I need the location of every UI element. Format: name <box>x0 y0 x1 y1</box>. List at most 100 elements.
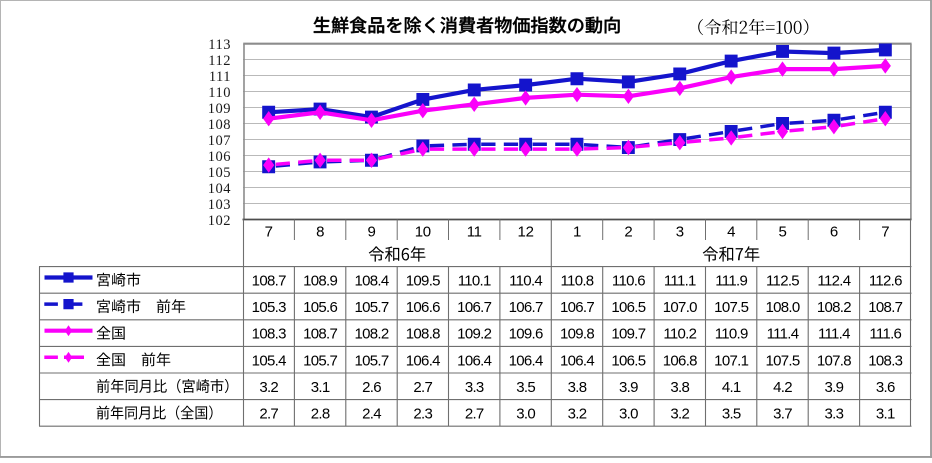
svg-text:107.1: 107.1 <box>714 352 748 369</box>
svg-text:105.7: 105.7 <box>303 352 337 369</box>
svg-text:108.0: 108.0 <box>765 299 799 316</box>
svg-text:2.6: 2.6 <box>362 379 381 396</box>
svg-text:107.5: 107.5 <box>765 352 799 369</box>
svg-text:3.5: 3.5 <box>516 379 535 396</box>
svg-text:110.2: 110.2 <box>663 326 696 343</box>
svg-text:110.9: 110.9 <box>715 326 748 343</box>
svg-text:2.8: 2.8 <box>311 406 330 423</box>
svg-text:113: 113 <box>208 37 231 53</box>
svg-text:108.9: 108.9 <box>303 273 337 290</box>
svg-text:105.7: 105.7 <box>354 352 388 369</box>
svg-text:102: 102 <box>208 213 231 229</box>
svg-text:110.8: 110.8 <box>561 273 594 290</box>
svg-text:106.6: 106.6 <box>406 299 440 316</box>
svg-text:108.7: 108.7 <box>868 299 902 316</box>
svg-text:105: 105 <box>208 165 231 181</box>
svg-text:2.7: 2.7 <box>465 406 484 423</box>
svg-text:109.7: 109.7 <box>611 326 645 343</box>
svg-text:112: 112 <box>208 53 231 69</box>
svg-text:106.7: 106.7 <box>560 299 594 316</box>
svg-text:110.6: 110.6 <box>612 273 645 290</box>
svg-text:112.6: 112.6 <box>869 273 902 290</box>
svg-text:2.3: 2.3 <box>413 406 432 423</box>
svg-text:105.7: 105.7 <box>354 299 388 316</box>
svg-text:107.5: 107.5 <box>714 299 748 316</box>
svg-text:106.4: 106.4 <box>406 352 440 369</box>
svg-text:3.0: 3.0 <box>516 406 535 423</box>
svg-text:2.4: 2.4 <box>362 406 381 423</box>
svg-text:109.5: 109.5 <box>406 273 440 290</box>
svg-text:106.5: 106.5 <box>611 352 645 369</box>
svg-text:107.8: 107.8 <box>817 352 851 369</box>
svg-text:105.4: 105.4 <box>252 352 286 369</box>
svg-text:103: 103 <box>208 197 231 213</box>
svg-text:4: 4 <box>727 223 735 240</box>
svg-text:110.1: 110.1 <box>458 273 491 290</box>
svg-text:3: 3 <box>676 223 684 240</box>
svg-text:111.4: 111.4 <box>818 326 850 343</box>
svg-text:108: 108 <box>208 117 231 133</box>
svg-text:11: 11 <box>467 223 482 240</box>
svg-text:4.1: 4.1 <box>722 379 741 396</box>
svg-text:105.3: 105.3 <box>252 299 286 316</box>
svg-text:7: 7 <box>265 223 273 240</box>
svg-text:109.2: 109.2 <box>457 326 491 343</box>
svg-text:112.4: 112.4 <box>817 273 850 290</box>
svg-text:8: 8 <box>316 223 324 240</box>
svg-text:3.9: 3.9 <box>619 379 638 396</box>
svg-text:110: 110 <box>208 85 231 101</box>
svg-text:3.1: 3.1 <box>311 379 330 396</box>
svg-text:108.7: 108.7 <box>303 326 337 343</box>
svg-text:5: 5 <box>778 223 786 240</box>
svg-text:109: 109 <box>208 101 231 117</box>
svg-text:111: 111 <box>209 69 231 85</box>
svg-text:111.1: 111.1 <box>664 273 696 290</box>
svg-text:111.4: 111.4 <box>767 326 799 343</box>
svg-text:111.6: 111.6 <box>869 326 901 343</box>
svg-text:3.3: 3.3 <box>825 406 844 423</box>
svg-text:106.4: 106.4 <box>560 352 594 369</box>
svg-text:3.0: 3.0 <box>619 406 638 423</box>
svg-text:3.3: 3.3 <box>465 379 484 396</box>
svg-text:108.4: 108.4 <box>354 273 388 290</box>
svg-text:106.4: 106.4 <box>509 352 543 369</box>
svg-text:2.7: 2.7 <box>259 406 278 423</box>
svg-text:108.3: 108.3 <box>868 352 902 369</box>
svg-text:108.8: 108.8 <box>406 326 440 343</box>
svg-text:105.6: 105.6 <box>303 299 337 316</box>
svg-text:104: 104 <box>208 181 232 197</box>
svg-text:3.1: 3.1 <box>876 406 895 423</box>
svg-text:12: 12 <box>518 223 534 240</box>
svg-text:6: 6 <box>830 223 838 240</box>
svg-text:106.4: 106.4 <box>457 352 491 369</box>
svg-text:2: 2 <box>624 223 632 240</box>
svg-text:109.8: 109.8 <box>560 326 594 343</box>
svg-text:109.6: 109.6 <box>509 326 543 343</box>
svg-text:3.2: 3.2 <box>568 406 587 423</box>
svg-text:112.5: 112.5 <box>766 273 799 290</box>
svg-text:110.4: 110.4 <box>509 273 542 290</box>
svg-text:3.6: 3.6 <box>876 379 895 396</box>
svg-text:108.7: 108.7 <box>252 273 286 290</box>
svg-text:3.2: 3.2 <box>259 379 278 396</box>
svg-text:4.2: 4.2 <box>773 379 792 396</box>
svg-text:111.9: 111.9 <box>715 273 747 290</box>
svg-text:2.7: 2.7 <box>413 379 432 396</box>
svg-text:108.3: 108.3 <box>252 326 286 343</box>
svg-text:108.2: 108.2 <box>817 299 851 316</box>
svg-text:1: 1 <box>573 223 581 240</box>
svg-text:9: 9 <box>367 223 375 240</box>
svg-text:3.9: 3.9 <box>825 379 844 396</box>
svg-text:3.7: 3.7 <box>773 406 792 423</box>
svg-text:3.5: 3.5 <box>722 406 741 423</box>
svg-text:10: 10 <box>415 223 431 240</box>
svg-text:106: 106 <box>208 149 231 165</box>
svg-text:108.2: 108.2 <box>354 326 388 343</box>
svg-text:106.5: 106.5 <box>611 299 645 316</box>
svg-text:106.7: 106.7 <box>457 299 491 316</box>
svg-text:107.0: 107.0 <box>663 299 697 316</box>
svg-text:106.7: 106.7 <box>509 299 543 316</box>
svg-text:107: 107 <box>208 133 231 149</box>
svg-text:3.8: 3.8 <box>568 379 587 396</box>
svg-text:3.2: 3.2 <box>670 406 689 423</box>
